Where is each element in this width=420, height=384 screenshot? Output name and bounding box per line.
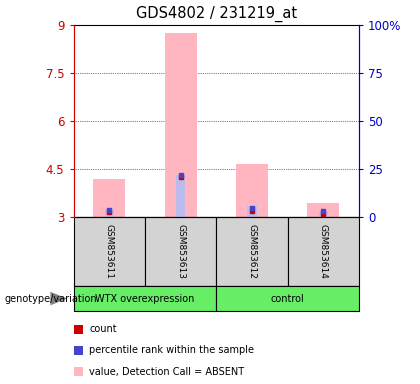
Text: GSM853613: GSM853613: [176, 224, 185, 279]
Text: genotype/variation: genotype/variation: [4, 293, 97, 304]
Text: percentile rank within the sample: percentile rank within the sample: [89, 345, 254, 356]
Bar: [216, 286, 359, 311]
Bar: [216, 217, 288, 286]
Bar: [236, 164, 268, 217]
Bar: [74, 286, 216, 311]
Text: count: count: [89, 324, 117, 334]
Bar: [288, 217, 359, 286]
Text: GSM853614: GSM853614: [319, 224, 328, 279]
Bar: [176, 175, 185, 217]
Bar: [319, 210, 328, 217]
Polygon shape: [50, 292, 67, 305]
Text: control: control: [271, 293, 304, 304]
Title: GDS4802 / 231219_at: GDS4802 / 231219_at: [136, 6, 297, 22]
Bar: [93, 179, 125, 217]
Bar: [307, 203, 339, 217]
Bar: [105, 209, 114, 217]
Text: GSM853612: GSM853612: [247, 224, 257, 279]
Text: GSM853611: GSM853611: [105, 224, 114, 279]
Text: WTX overexpression: WTX overexpression: [95, 293, 194, 304]
Bar: [145, 217, 216, 286]
Bar: [165, 33, 197, 217]
Text: value, Detection Call = ABSENT: value, Detection Call = ABSENT: [89, 366, 244, 377]
Bar: [74, 217, 145, 286]
Bar: [247, 206, 257, 217]
